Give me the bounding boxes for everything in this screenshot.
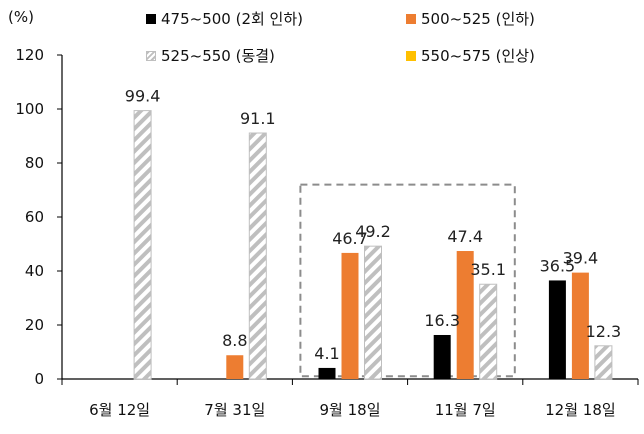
bar bbox=[133, 110, 152, 380]
data-label: 12.3 bbox=[586, 322, 622, 341]
y-tick-label: 20 bbox=[25, 316, 44, 334]
legend-label: 525~550 (동결) bbox=[161, 47, 275, 65]
bar bbox=[594, 345, 613, 380]
data-label: 47.4 bbox=[447, 227, 483, 246]
bar bbox=[548, 280, 566, 379]
x-tick-label: 7월 31일 bbox=[204, 401, 265, 419]
bar bbox=[364, 245, 382, 380]
bar bbox=[433, 334, 451, 379]
data-label: 91.1 bbox=[240, 109, 276, 128]
x-tick-label: 9월 18일 bbox=[320, 401, 381, 419]
bar bbox=[479, 283, 498, 380]
y-axis-unit: (%) bbox=[8, 8, 34, 26]
legend-item-525-550: 525~550 (동결) bbox=[146, 45, 275, 66]
data-label: 39.4 bbox=[563, 249, 599, 268]
bar bbox=[318, 367, 336, 379]
data-label: 36.5 bbox=[540, 256, 576, 275]
y-tick-label: 120 bbox=[15, 46, 44, 64]
bar bbox=[226, 355, 244, 379]
legend-label: 475~500 (2회 인하) bbox=[161, 10, 304, 28]
bar bbox=[571, 272, 589, 379]
y-tick-label: 100 bbox=[15, 100, 44, 118]
y-tick-label: 40 bbox=[25, 262, 44, 280]
y-tick-label: 60 bbox=[25, 208, 44, 226]
x-tick-label: 12월 18일 bbox=[545, 401, 616, 419]
y-tick-label: 80 bbox=[25, 154, 44, 172]
legend-label: 550~575 (인상) bbox=[421, 47, 535, 65]
x-tick-label: 6월 12일 bbox=[89, 401, 150, 419]
legend-swatch-orange bbox=[406, 13, 416, 24]
legend-item-475-500: 475~500 (2회 인하) bbox=[146, 8, 303, 29]
legend-swatch-yellow bbox=[406, 50, 416, 61]
data-label: 46.7 bbox=[332, 229, 368, 248]
data-label: 49.2 bbox=[355, 222, 391, 241]
legend-swatch-hatched bbox=[146, 50, 156, 61]
data-label: 8.8 bbox=[222, 331, 247, 350]
data-label: 4.1 bbox=[314, 344, 339, 363]
legend-swatch-black bbox=[146, 13, 156, 24]
legend-item-500-525: 500~525 (인하) bbox=[406, 8, 535, 29]
legend-item-550-575: 550~575 (인상) bbox=[406, 45, 535, 66]
legend-label: 500~525 (인하) bbox=[421, 10, 535, 28]
data-label: 99.4 bbox=[125, 87, 161, 106]
y-tick-label: 0 bbox=[34, 370, 44, 388]
bar bbox=[248, 132, 267, 380]
bar bbox=[341, 252, 359, 379]
bar bbox=[456, 251, 474, 379]
data-label: 16.3 bbox=[424, 311, 460, 330]
data-label: 35.1 bbox=[470, 260, 506, 279]
x-tick-label: 11월 7일 bbox=[435, 401, 496, 419]
